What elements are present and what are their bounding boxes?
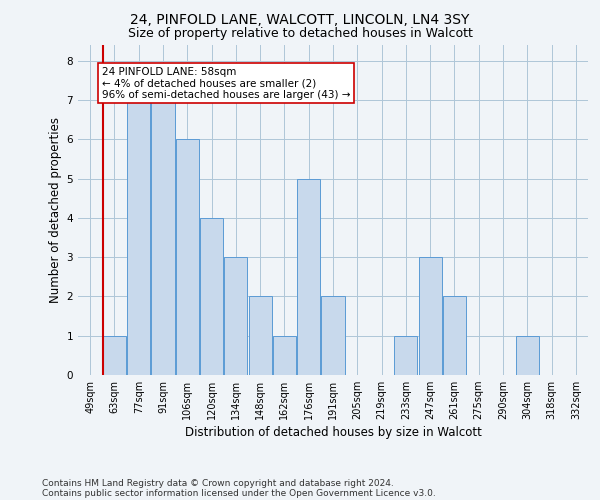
Text: Contains public sector information licensed under the Open Government Licence v3: Contains public sector information licen… [42, 488, 436, 498]
Bar [127, 100, 150, 375]
X-axis label: Distribution of detached houses by size in Walcott: Distribution of detached houses by size … [185, 426, 481, 440]
Bar [103, 336, 126, 375]
Bar [248, 296, 272, 375]
Bar [224, 257, 247, 375]
Bar [419, 257, 442, 375]
Bar [516, 336, 539, 375]
Text: Contains HM Land Registry data © Crown copyright and database right 2024.: Contains HM Land Registry data © Crown c… [42, 478, 394, 488]
Bar [200, 218, 223, 375]
Y-axis label: Number of detached properties: Number of detached properties [49, 117, 62, 303]
Bar [151, 100, 175, 375]
Bar [443, 296, 466, 375]
Bar [394, 336, 418, 375]
Bar [322, 296, 344, 375]
Text: Size of property relative to detached houses in Walcott: Size of property relative to detached ho… [128, 28, 472, 40]
Text: 24 PINFOLD LANE: 58sqm
← 4% of detached houses are smaller (2)
96% of semi-detac: 24 PINFOLD LANE: 58sqm ← 4% of detached … [101, 66, 350, 100]
Bar [273, 336, 296, 375]
Bar [176, 140, 199, 375]
Bar [297, 178, 320, 375]
Text: 24, PINFOLD LANE, WALCOTT, LINCOLN, LN4 3SY: 24, PINFOLD LANE, WALCOTT, LINCOLN, LN4 … [130, 12, 470, 26]
